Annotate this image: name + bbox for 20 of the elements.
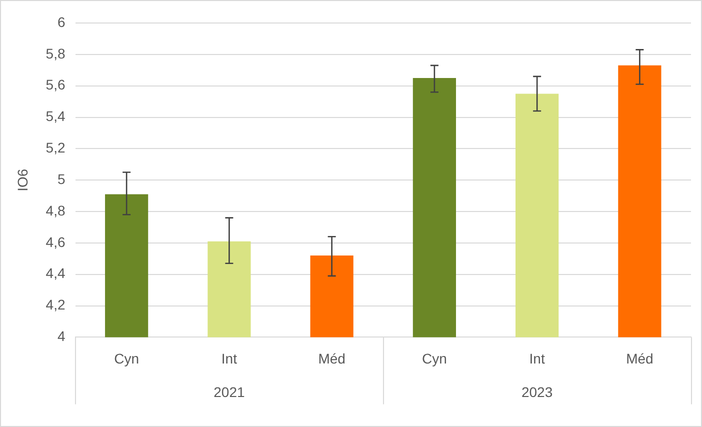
text: 2023	[521, 384, 553, 400]
y-tick-label: 5,4	[46, 108, 66, 124]
x-tick-label: Cyn	[422, 350, 447, 366]
y-tick-label: 5,6	[46, 76, 66, 93]
x-tick-label: Méd	[318, 350, 346, 366]
x-tick-label: Méd	[626, 350, 654, 366]
y-tick-label: 4,2	[46, 296, 66, 313]
y-tick-label: 5	[57, 170, 66, 187]
y-tick-label: 5,8	[46, 45, 66, 62]
x-tick-label: Cyn	[114, 350, 140, 366]
y-tick-label: 4,8	[46, 202, 66, 218]
y-axis-title: IO6	[14, 168, 30, 192]
text: 2021	[214, 384, 245, 400]
y-tick-label: 4,4	[46, 265, 66, 282]
x-tick-label: Int	[529, 350, 545, 366]
y-tick-label: 4	[57, 328, 66, 344]
y-tick-label: 6	[57, 14, 66, 30]
y-tick-label: 4,6	[46, 234, 66, 250]
x-tick-label: Int	[221, 350, 238, 366]
y-tick-label: 5,2	[46, 140, 66, 156]
